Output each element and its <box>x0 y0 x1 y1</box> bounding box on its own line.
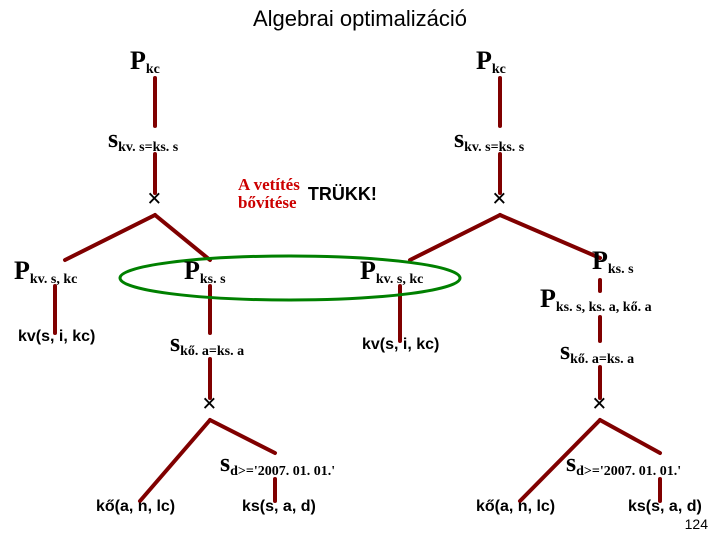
right-pi-kss2: Pks. s, ks. a, kő. a <box>540 284 652 316</box>
right-sigma-d: sd>='2007. 01. 01.' <box>566 448 681 480</box>
right-times-1: × <box>492 184 507 214</box>
left-ks-leaf: ks(s, a, d) <box>242 498 316 516</box>
right-ks-leaf: ks(s, a, d) <box>628 498 702 516</box>
left-times-2: × <box>202 389 217 419</box>
right-sigma-ko: skő. a=ks. a <box>560 336 634 368</box>
diagram-stage: Algebrai optimalizáció Pkc skv. s=ks. s … <box>0 0 720 540</box>
slide-number: 124 <box>685 516 708 532</box>
trick-label: A vetítésbővítése TRÜKK! <box>238 176 373 213</box>
left-sigma-ko: skő. a=ks. a <box>170 328 244 360</box>
right-kv-leaf: kv(s, i, kc) <box>362 336 439 354</box>
left-sigma-kvs: skv. s=ks. s <box>108 124 178 156</box>
right-ko-leaf: kő(a, n, lc) <box>476 498 555 516</box>
left-pi-kss: Pks. s <box>184 256 226 288</box>
right-times-2: × <box>592 389 607 419</box>
left-sigma-d: sd>='2007. 01. 01.' <box>220 448 335 480</box>
left-pi-kc: Pkc <box>130 46 160 78</box>
left-pi-kvskc: Pkv. s, kc <box>14 256 77 288</box>
left-kv-leaf: kv(s, i, kc) <box>18 328 95 346</box>
left-ko-leaf: kő(a, n, lc) <box>96 498 175 516</box>
right-sigma-kvs: skv. s=ks. s <box>454 124 524 156</box>
right-pi-kvskc: Pkv. s, kc <box>360 256 423 288</box>
right-pi-kc: Pkc <box>476 46 506 78</box>
left-times-1: × <box>147 184 162 214</box>
right-pi-kss: Pks. s <box>592 246 634 278</box>
